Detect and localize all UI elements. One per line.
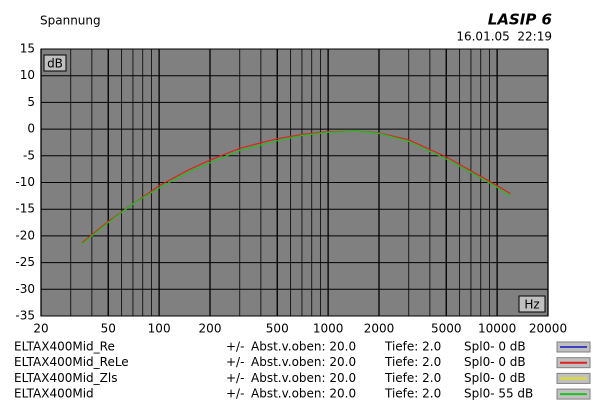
x-tick-label: 50 — [101, 322, 116, 336]
legend-abst: Abst.v.oben: 20.0 — [251, 371, 356, 385]
y-tick-label: -30 — [15, 282, 35, 296]
x-tick-label: 500 — [266, 322, 289, 336]
y-tick-label: 10 — [20, 68, 35, 82]
legend-abst: Abst.v.oben: 20.0 — [251, 355, 356, 369]
legend-name: ELTAX400Mid_Zls — [14, 371, 117, 385]
y-unit: dB — [47, 57, 63, 71]
y-tick-label: -10 — [15, 175, 35, 189]
x-tick-label: 2000 — [364, 322, 395, 336]
legend-tol: +/- — [226, 340, 244, 354]
legend-tiefe: Tiefe: 2.0 — [384, 340, 441, 354]
legend-tiefe: Tiefe: 2.0 — [384, 355, 441, 369]
x-tick-label: 20000 — [529, 322, 567, 336]
legend-abst: Abst.v.oben: 20.0 — [251, 340, 356, 354]
unit-box — [518, 295, 546, 313]
legend-tol: +/- — [226, 371, 244, 385]
x-tick-label: 1000 — [313, 322, 344, 336]
legend-spl: Spl0- 0 dB — [464, 355, 526, 369]
legend-abst: Abst.v.oben: 20.0 — [251, 387, 356, 401]
brand: LASIP 6 — [488, 11, 552, 29]
y-tick-label: 0 — [27, 122, 35, 136]
legend-tol: +/- — [226, 387, 244, 401]
legend-spl: Spl0- 0 dB — [464, 371, 526, 385]
legend-name: ELTAX400Mid_ReLe — [14, 355, 129, 369]
legend-tiefe: Tiefe: 2.0 — [384, 371, 441, 385]
x-tick-label: 5000 — [431, 322, 462, 336]
x-tick-label: 200 — [199, 322, 222, 336]
y-tick-label: -15 — [15, 202, 35, 216]
timestamp: 16.01.05 22:19 — [456, 30, 552, 44]
legend-name: ELTAX400Mid_Re — [14, 340, 115, 354]
legend-tiefe: Tiefe: 2.0 — [384, 387, 441, 401]
legend-spl: Spl0- 0 dB — [464, 340, 526, 354]
legend-spl: Spl0- 55 dB — [464, 387, 533, 401]
legend-name: ELTAX400Mid — [14, 387, 94, 401]
legend-tol: +/- — [226, 355, 244, 369]
x-tick-label: 20 — [33, 322, 48, 336]
x-tick-label: 10000 — [478, 322, 516, 336]
chart-title: Spannung — [40, 14, 101, 28]
y-tick-label: -35 — [15, 309, 35, 323]
y-tick-label: 15 — [20, 42, 35, 56]
y-tick-label: 5 — [27, 95, 35, 109]
plot-border — [40, 48, 549, 317]
unit-box — [43, 54, 67, 72]
series-line — [81, 130, 511, 245]
x-unit: Hz — [524, 298, 539, 312]
y-tick-label: -25 — [15, 255, 35, 269]
series-line — [81, 130, 511, 244]
y-tick-label: -20 — [15, 228, 35, 242]
x-tick-label: 100 — [148, 322, 171, 336]
y-tick-label: -5 — [23, 148, 35, 162]
